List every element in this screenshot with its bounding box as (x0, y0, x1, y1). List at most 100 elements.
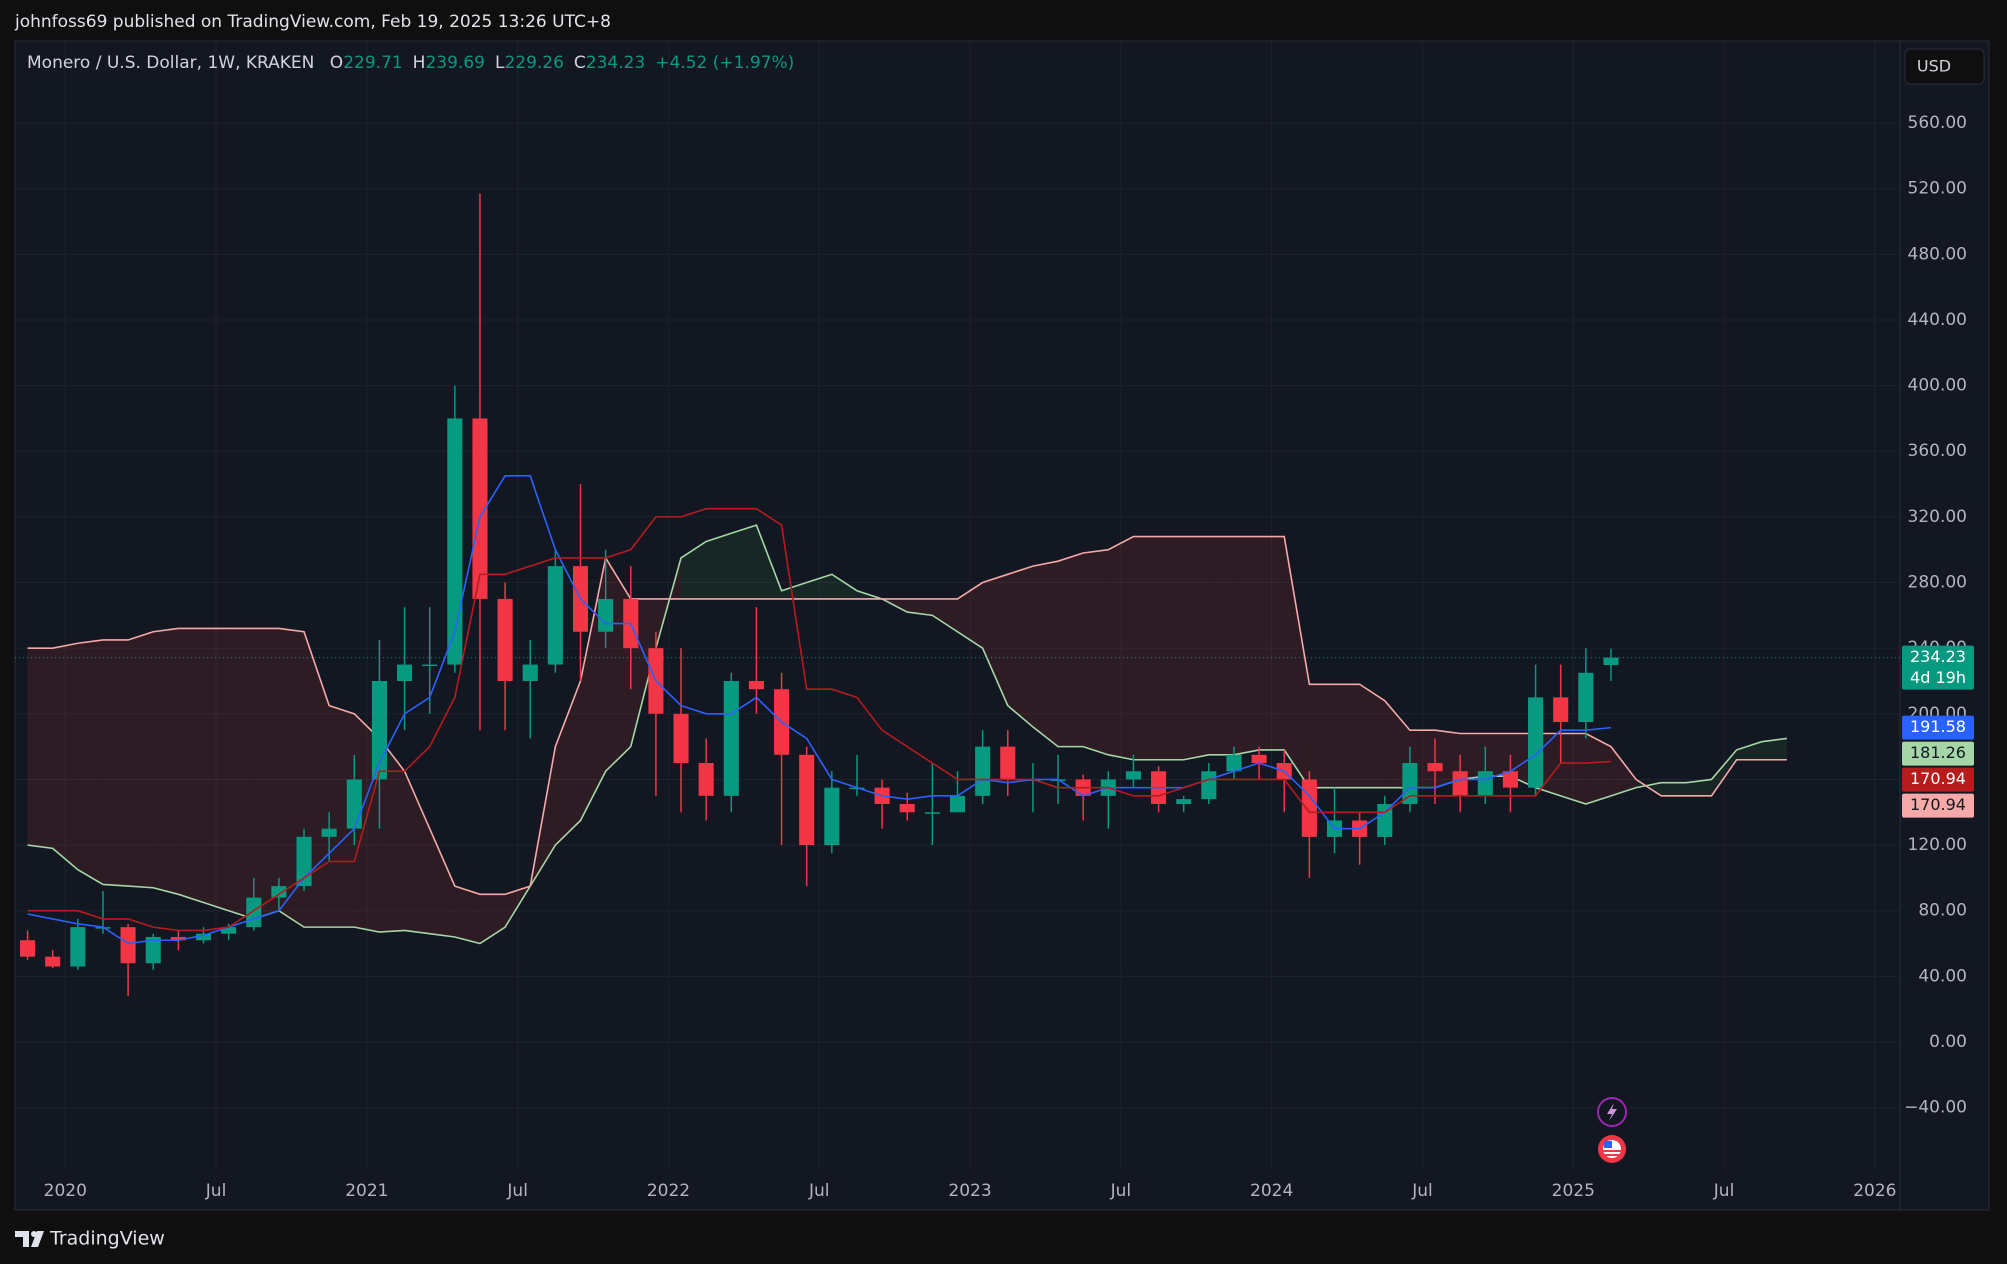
cloud-fill (781, 582, 807, 599)
cloud-fill (329, 705, 355, 928)
currency[interactable]: USD (1917, 57, 1951, 76)
candle-body (949, 795, 966, 813)
cloud-fill (1359, 684, 1385, 788)
candle-body (1452, 771, 1468, 796)
candle-body (1201, 771, 1217, 800)
x-tick-label: Jul (808, 1181, 830, 1201)
candle-body (698, 763, 714, 796)
candle-body (673, 713, 689, 764)
y-tick-label: 320.00 (1908, 507, 1967, 527)
cloud-fill (479, 894, 506, 944)
chart-pane (14, 40, 1990, 1211)
candle-body (397, 664, 413, 681)
cloud-fill (1309, 684, 1335, 788)
candle-body (723, 680, 739, 796)
candle-body (472, 418, 488, 599)
x-tick-label: Jul (1713, 1181, 1735, 1201)
y-tick-label: 80.00 (1918, 901, 1967, 921)
candle-body (1603, 657, 1619, 666)
x-tick-label: Jul (506, 1181, 528, 1201)
lightning (1607, 1103, 1617, 1121)
x-tick-label: Jul (1110, 1181, 1132, 1201)
candle-body (447, 418, 463, 665)
cloud-fill (178, 628, 204, 903)
cloud-fill (52, 643, 78, 870)
candle-body (497, 598, 513, 681)
cloud-fill (1284, 536, 1310, 788)
x-tick-label: 2023 (948, 1181, 991, 1201)
price-label-bg (1902, 793, 1974, 818)
candle-body (1125, 771, 1141, 780)
candle-body (20, 940, 36, 957)
candle-body (346, 779, 362, 829)
candle-body (120, 927, 136, 964)
brand-logo-dot (31, 1231, 37, 1237)
cloud-fill (253, 628, 279, 919)
y-tick-label: 40.00 (1918, 966, 1967, 986)
cloud (27, 525, 1787, 944)
candle-body (748, 680, 764, 690)
ohlc-label: O (330, 53, 343, 73)
cloud-fill (1736, 741, 1762, 760)
cloud-fill (731, 525, 757, 599)
x-tick-label: 2024 (1250, 1181, 1293, 1201)
y-tick-label: 0.00 (1929, 1032, 1967, 1052)
cloud-fill (102, 639, 129, 887)
x-tick-label: 2022 (647, 1181, 690, 1201)
candle-body (975, 746, 991, 796)
candle-body (145, 936, 161, 964)
cloud-fill (1032, 561, 1059, 747)
cloud-fill (27, 648, 53, 849)
price-label-bg (1902, 645, 1974, 690)
cloud-fill (1183, 536, 1209, 760)
cloud-fill (831, 574, 857, 599)
y-tick-label: 280.00 (1908, 573, 1967, 593)
cloud-fill (806, 574, 832, 599)
candle-body (1402, 763, 1418, 805)
candle-body (598, 598, 614, 632)
x-tick-label: 2021 (345, 1181, 388, 1201)
candle-body (824, 787, 840, 846)
candle-body (1176, 799, 1192, 805)
candle-body (195, 933, 212, 941)
candle-body (45, 956, 61, 967)
cloud-fill (1661, 782, 1687, 796)
cloud-fill (1259, 536, 1285, 750)
x-tick-label: Jul (205, 1181, 227, 1201)
event-icons (1597, 1097, 1627, 1163)
cloud-fill (1560, 733, 1586, 805)
ichimoku-line (27, 475, 1612, 945)
cloud-fill (1133, 536, 1159, 760)
legend: Monero / U.S. Dollar, 1W, KRAKEN O229.71… (27, 53, 794, 73)
cloud-fill (128, 631, 154, 888)
candle-body (799, 754, 815, 846)
cloud-fill (706, 533, 732, 599)
price-label: 234.23 (1910, 647, 1966, 666)
candle-body (1553, 697, 1569, 723)
currency-button[interactable] (1904, 48, 1985, 85)
y-tick-label: −40.00 (1904, 1098, 1967, 1118)
price-label: 170.94 (1910, 769, 1966, 788)
brand-name: TradingView (49, 1228, 165, 1250)
price-label-bg (1902, 715, 1974, 740)
cloud-fill (1610, 746, 1637, 796)
candle-body (1251, 754, 1267, 764)
y-tick-label: 560.00 (1908, 113, 1967, 133)
price-label: 181.26 (1910, 743, 1966, 762)
x-tick-label: Jul (1411, 1181, 1433, 1201)
cloud-fill (1083, 549, 1109, 755)
candle-body (1528, 697, 1544, 788)
candle-body (221, 927, 237, 934)
candle-body (1578, 672, 1594, 723)
y-tick-label: 440.00 (1908, 310, 1967, 330)
cloud-fill (77, 639, 103, 885)
cloud-fill (932, 598, 958, 632)
ichimoku-span (27, 535, 1787, 896)
cloud-fill (1233, 536, 1260, 755)
candle-body (1226, 754, 1242, 772)
cloud-fill (957, 582, 983, 649)
candle-body (422, 664, 438, 667)
brand: TradingView (15, 1228, 165, 1250)
y-tick-label: 400.00 (1908, 376, 1967, 396)
